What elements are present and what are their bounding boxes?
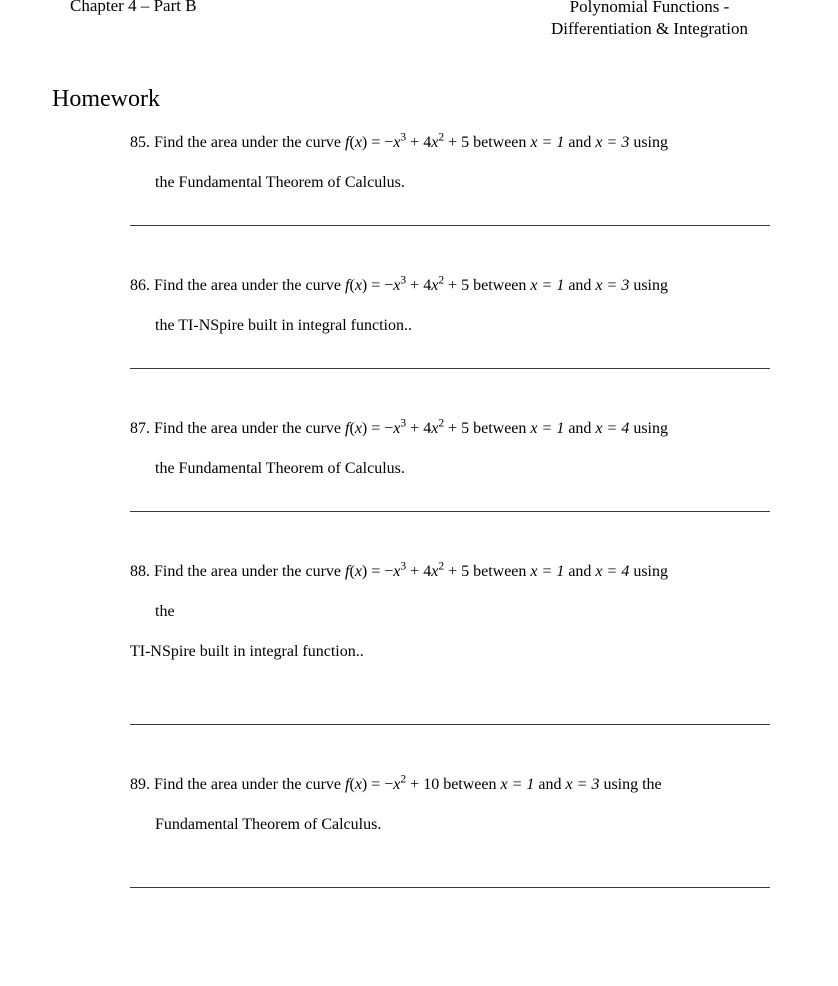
x1-var: x — [530, 134, 537, 151]
x2-val: = 4 — [603, 420, 630, 437]
x2-val: = 3 — [573, 776, 600, 793]
using: using — [629, 563, 668, 580]
plus1: + 10 — [406, 776, 439, 793]
eq: = − — [367, 563, 393, 580]
problem-text: Find the area under the curve — [154, 134, 345, 151]
plus1: + 4 — [406, 420, 431, 437]
header-topic-line1: Polynomial Functions - — [570, 0, 730, 16]
fx-label: f — [345, 420, 349, 437]
plus1: + 4 — [406, 277, 431, 294]
and: and — [564, 277, 595, 294]
problem-line2: Fundamental Theorem of Calculus. — [155, 813, 768, 837]
x1-var: x — [530, 563, 537, 580]
problem-text: Find the area under the curve — [154, 563, 345, 580]
problem-88: 88. Find the area under the curve f(x) =… — [130, 560, 768, 664]
fx-label: f — [345, 277, 349, 294]
x1-val: = 1 — [538, 563, 565, 580]
and: and — [564, 134, 595, 151]
problem-87: 87. Find the area under the curve f(x) =… — [130, 417, 768, 481]
tail: + 5 between — [444, 563, 530, 580]
using: using — [629, 420, 668, 437]
section-title: Homework — [52, 86, 768, 113]
problem-text: Find the area under the curve — [154, 776, 345, 793]
fx-arg: x — [355, 420, 362, 437]
fx-label: f — [345, 134, 349, 151]
fx-arg: x — [355, 776, 362, 793]
x2-val: = 3 — [603, 134, 630, 151]
and: and — [534, 776, 565, 793]
eq: = − — [367, 420, 393, 437]
tail: + 5 between — [444, 134, 530, 151]
and: and — [564, 420, 595, 437]
x1-val: = 1 — [538, 134, 565, 151]
divider — [130, 368, 770, 369]
problem-86: 86. Find the area under the curve f(x) =… — [130, 274, 768, 338]
problem-89: 89. Find the area under the curve f(x) =… — [130, 773, 768, 837]
fx-arg: x — [355, 563, 362, 580]
fx-arg: x — [355, 134, 362, 151]
problem-number: 87. — [130, 420, 150, 437]
tail: + 5 between — [444, 277, 530, 294]
x2-var: x — [595, 277, 602, 294]
x1-val: = 1 — [508, 776, 535, 793]
problem-text: Find the area under the curve — [154, 420, 345, 437]
using: using — [629, 277, 668, 294]
plus1: + 4 — [406, 134, 431, 151]
x1-val: = 1 — [538, 277, 565, 294]
page: Chapter 4 – Part B Polynomial Functions … — [0, 0, 838, 986]
x2-var: x — [566, 776, 573, 793]
tail: + 5 between — [444, 420, 530, 437]
header-chapter: Chapter 4 – Part B — [70, 0, 197, 16]
fx-arg: x — [355, 277, 362, 294]
problem-text: Find the area under the curve — [154, 277, 345, 294]
x2-var: x — [595, 134, 602, 151]
x1-var: x — [530, 277, 537, 294]
header-topic-line2: Differentiation & Integration — [551, 19, 748, 38]
divider — [130, 724, 770, 725]
problem-line2b: TI-NSpire built in integral function.. — [130, 640, 768, 664]
problem-list: 85. Find the area under the curve f(x) =… — [130, 131, 768, 888]
plus1: + 4 — [406, 563, 431, 580]
page-header: Chapter 4 – Part B Polynomial Functions … — [70, 0, 768, 40]
divider — [130, 225, 770, 226]
divider — [130, 511, 770, 512]
problem-line2: the Fundamental Theorem of Calculus. — [155, 171, 768, 195]
tail: between — [439, 776, 500, 793]
and: and — [564, 563, 595, 580]
problem-number: 88. — [130, 563, 150, 580]
problem-number: 85. — [130, 134, 150, 151]
divider — [130, 887, 770, 888]
fx-label: f — [345, 563, 349, 580]
fx-label: f — [345, 776, 349, 793]
x1-var: x — [501, 776, 508, 793]
x2-val: = 3 — [603, 277, 630, 294]
eq: = − — [367, 134, 393, 151]
header-topic: Polynomial Functions - Differentiation &… — [551, 0, 748, 40]
problem-line2: the TI-NSpire built in integral function… — [155, 314, 768, 338]
x1-val: = 1 — [538, 420, 565, 437]
x1-var: x — [530, 420, 537, 437]
x2-val: = 4 — [603, 563, 630, 580]
eq: = − — [367, 776, 393, 793]
using: using — [629, 134, 668, 151]
problem-85: 85. Find the area under the curve f(x) =… — [130, 131, 768, 195]
problem-line2a: the — [155, 600, 768, 624]
eq: = − — [367, 277, 393, 294]
x2-var: x — [595, 563, 602, 580]
using: using the — [599, 776, 661, 793]
problem-number: 86. — [130, 277, 150, 294]
problem-number: 89. — [130, 776, 150, 793]
problem-line2: the Fundamental Theorem of Calculus. — [155, 457, 768, 481]
x2-var: x — [595, 420, 602, 437]
